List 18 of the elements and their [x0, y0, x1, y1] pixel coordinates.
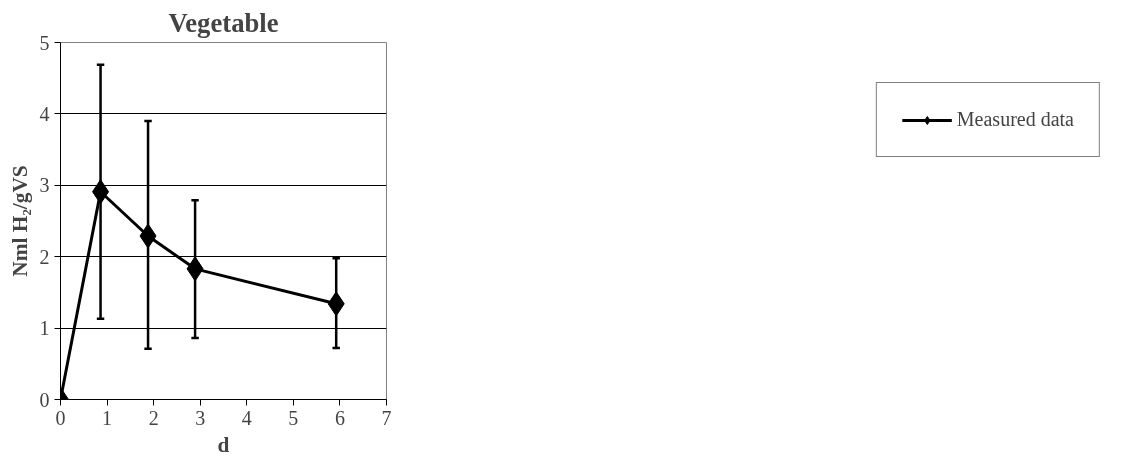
x-axis-title: d — [217, 432, 230, 457]
x-tick-label: 3 — [195, 406, 206, 429]
x-tick-label: 2 — [148, 406, 159, 429]
y-axis-title: Nml H₂/gVS — [7, 165, 32, 277]
y-tick-label: 4 — [39, 102, 50, 125]
x-tick-label: 6 — [334, 406, 345, 429]
legend-label: Measured data — [956, 108, 1074, 131]
chart-title: Vegetable — [168, 7, 279, 38]
y-tick-label: 0 — [39, 388, 50, 411]
y-tick-label: 1 — [39, 317, 50, 340]
x-tick-label: 1 — [102, 406, 113, 429]
x-tick-label: 0 — [55, 406, 66, 429]
x-tick-label: 5 — [288, 406, 299, 429]
y-tick-label: 5 — [39, 31, 50, 54]
y-tick-label: 2 — [39, 245, 50, 268]
y-tick-label: 3 — [39, 174, 50, 197]
x-tick-label: 4 — [241, 406, 252, 429]
x-tick-label: 7 — [381, 406, 392, 429]
